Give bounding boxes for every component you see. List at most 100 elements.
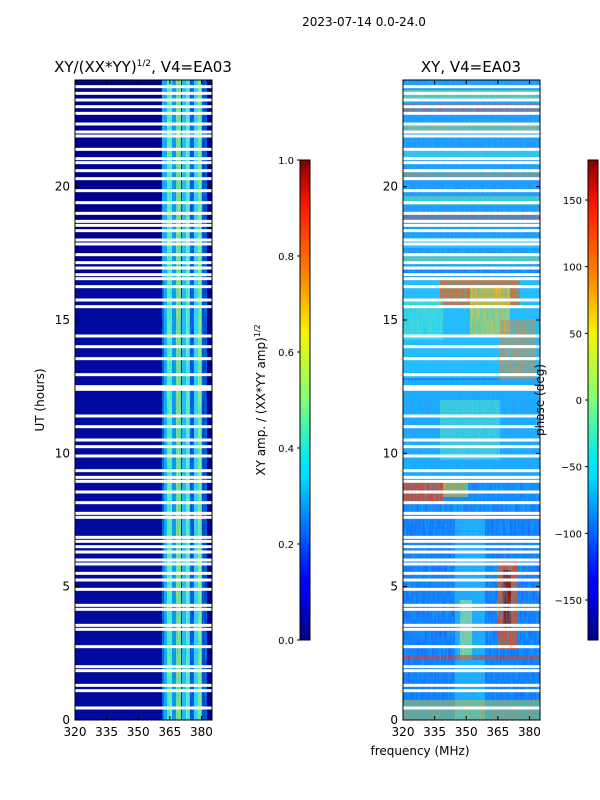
colorbar-tick-label: 50: [569, 329, 582, 340]
data-gap: [75, 238, 212, 242]
data-gap: [75, 587, 212, 591]
y-tick-label: 20: [55, 180, 70, 194]
data-gap: [403, 539, 540, 543]
x-tick-label: 335: [423, 725, 446, 739]
data-gap: [403, 511, 540, 515]
panel-amplitude: XY/(XX*YY)1/2, V4=EA03 0 5 10 15 20 320 335 35…: [33, 58, 311, 739]
data-gap: [403, 105, 540, 109]
data-gap: [403, 161, 540, 165]
data-gap: [403, 147, 540, 151]
data-gap: [75, 219, 212, 223]
amplitude-frame: [74, 79, 213, 721]
amplitude-y-axis: 0 5 10 15 20: [55, 180, 212, 727]
data-gap: [403, 134, 540, 138]
amplitude-colorbar: [299, 159, 311, 641]
phase-colorbar-ticks: −150 −100 −50 0 50 100 150: [555, 196, 588, 607]
data-gap: [75, 387, 212, 391]
x-tick-label: 380: [190, 725, 213, 739]
data-gap: [75, 147, 212, 151]
data-gap: [403, 177, 540, 181]
data-gap: [403, 298, 540, 302]
data-gap: [75, 266, 212, 270]
data-gap: [403, 238, 540, 242]
data-gap: [403, 219, 540, 223]
y-tick-label: 5: [62, 580, 70, 594]
data-gap: [75, 445, 212, 449]
data-gap: [403, 189, 540, 193]
data-gap: [75, 539, 212, 543]
data-gap: [75, 98, 212, 102]
data-gap: [403, 515, 540, 519]
data-gap: [403, 623, 540, 627]
colorbar-tick-label: 1.0: [278, 156, 294, 167]
data-gap: [403, 587, 540, 591]
amplitude-heatmap: [75, 80, 212, 720]
data-gap: [75, 285, 212, 289]
panel-phase-title: XY, V4=EA03: [421, 58, 521, 76]
data-gap: [75, 261, 212, 265]
data-gap: [403, 91, 540, 95]
y-tick-label: 10: [55, 446, 70, 460]
amplitude-colorbar-label: XY amp. / (XX*YY amp)1/2: [253, 324, 268, 475]
data-gap: [403, 98, 540, 102]
data-gap: [403, 445, 540, 449]
data-gap: [75, 223, 212, 227]
data-gap: [75, 201, 212, 205]
data-gap: [403, 169, 540, 173]
data-gap: [75, 425, 212, 429]
data-gap: [75, 305, 212, 309]
data-gap: [403, 157, 540, 161]
data-gap: [403, 85, 540, 89]
colorbar-tick-label: 0.2: [278, 540, 294, 551]
data-gap: [75, 85, 212, 89]
phase-colorbar: [587, 159, 599, 641]
data-gap: [75, 161, 212, 165]
data-gap: [75, 91, 212, 95]
data-gap: [403, 479, 540, 483]
data-gap: [75, 571, 212, 575]
amplitude-data-gaps: [75, 85, 212, 710]
y-tick-label: 20: [383, 180, 398, 194]
data-gap: [75, 177, 212, 181]
data-gap: [75, 438, 212, 442]
data-gap: [403, 475, 540, 479]
data-gap: [75, 558, 212, 562]
data-gap: [403, 345, 540, 349]
data-gap: [75, 157, 212, 161]
data-gap: [75, 454, 212, 458]
data-gap: [75, 253, 212, 257]
data-gap: [403, 501, 540, 505]
data-gap: [403, 438, 540, 442]
x-tick-label: 365: [486, 725, 509, 739]
y-tick-label: 15: [55, 313, 70, 327]
data-gap: [75, 345, 212, 349]
data-gap: [75, 273, 212, 277]
data-gap: [75, 623, 212, 627]
data-gap: [75, 229, 212, 233]
data-gap: [403, 645, 540, 649]
data-gap: [403, 578, 540, 582]
y-tick-label: 15: [383, 313, 398, 327]
data-gap: [75, 665, 212, 669]
data-gap: [75, 535, 212, 539]
data-gap: [403, 387, 540, 391]
data-gap: [75, 683, 212, 687]
data-gap: [403, 305, 540, 309]
data-gap: [75, 189, 212, 193]
data-gap: [75, 669, 212, 673]
data-gap: [403, 285, 540, 289]
y-tick-label: 0: [62, 713, 70, 727]
data-gap: [403, 130, 540, 134]
data-gap: [75, 130, 212, 134]
data-gap: [403, 550, 540, 554]
x-tick-label: 350: [127, 725, 150, 739]
data-gap: [403, 562, 540, 566]
phase-x-label: frequency (MHz): [370, 744, 469, 758]
data-gap: [75, 334, 212, 338]
colorbar-tick-label: 100: [563, 263, 582, 274]
data-gap: [403, 334, 540, 338]
data-gap: [403, 273, 540, 277]
data-gap: [75, 511, 212, 515]
phase-data-gaps: [403, 85, 540, 710]
